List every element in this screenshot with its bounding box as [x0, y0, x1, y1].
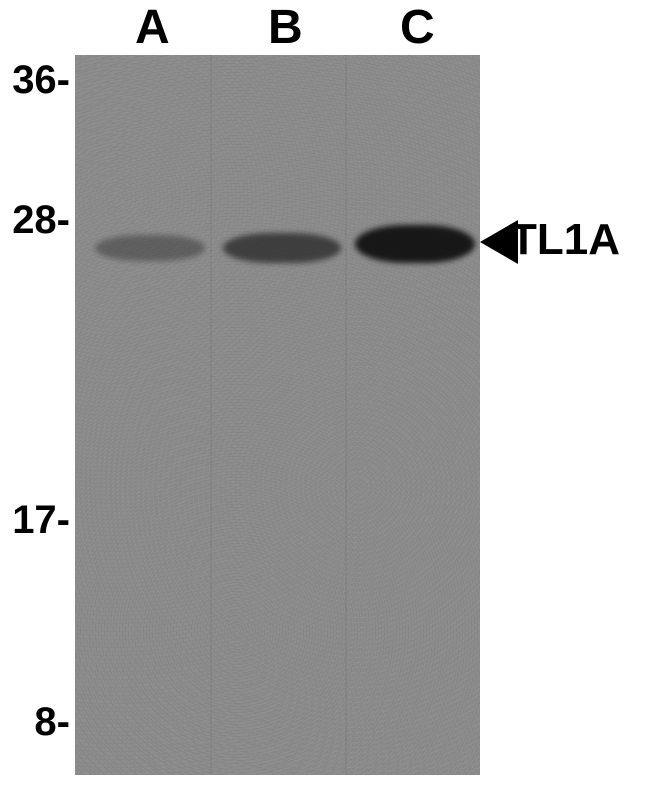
blot-membrane [75, 55, 480, 775]
lane-label-c: C [400, 0, 435, 55]
band-lane-c [355, 225, 475, 263]
blot-noise [75, 55, 480, 775]
band-lane-a [95, 235, 205, 261]
mw-marker-17: 17- [0, 498, 70, 543]
lane-separator [345, 55, 347, 775]
band-lane-b [223, 233, 341, 263]
target-label: TL1A [510, 215, 620, 265]
mw-marker-8: 8- [0, 700, 70, 745]
lane-label-b: B [268, 0, 303, 55]
lane-separator [210, 55, 212, 775]
lane-label-a: A [135, 0, 170, 55]
mw-marker-36: 36- [0, 58, 70, 103]
mw-marker-28: 28- [0, 198, 70, 243]
